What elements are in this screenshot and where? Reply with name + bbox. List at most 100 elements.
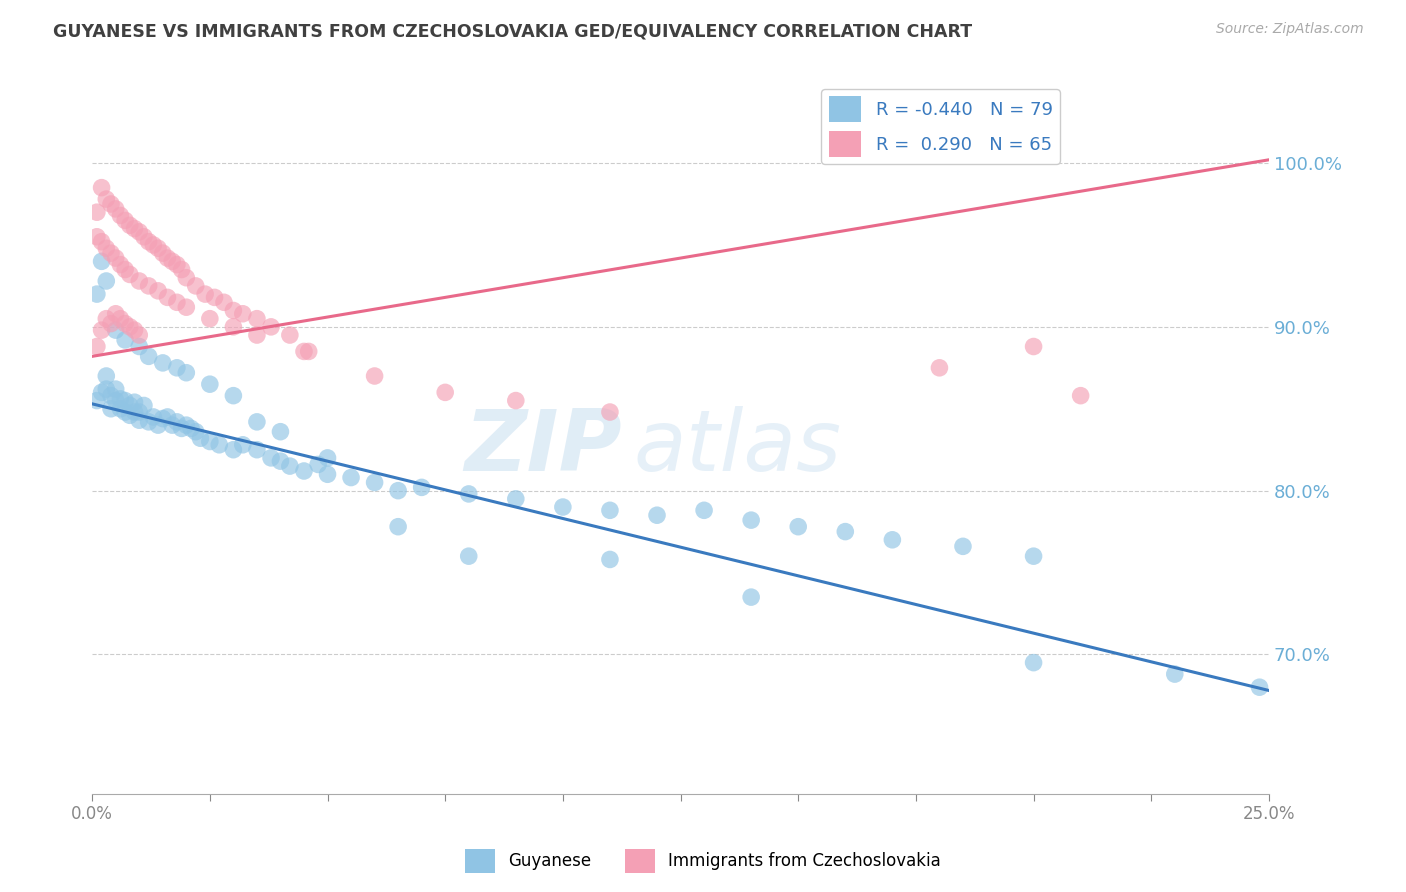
Point [278,459,301,474]
Point [96,382,118,396]
Point [434,385,457,400]
Point [269,425,291,439]
Point [787,519,810,533]
Point [505,491,527,506]
Point [100,389,122,403]
Point [387,483,409,498]
Point [110,258,132,272]
Point [599,405,621,419]
Point [86,205,108,219]
Point [551,500,574,514]
Point [124,221,146,235]
Point [740,513,762,527]
Legend: R = -0.440   N = 79, R =  0.290   N = 65: R = -0.440 N = 79, R = 0.290 N = 65 [821,89,1060,164]
Point [152,411,174,425]
Point [176,270,198,285]
Point [316,450,339,465]
Point [90,235,112,249]
Point [246,311,269,326]
Point [1022,339,1045,353]
Point [160,254,183,268]
Point [100,401,122,416]
Point [278,328,301,343]
Point [132,399,155,413]
Point [118,319,141,334]
Point [118,268,141,282]
Point [96,274,118,288]
Point [90,323,112,337]
Point [1164,667,1187,681]
Point [1022,549,1045,564]
Point [128,328,150,343]
Point [166,360,188,375]
Point [190,431,212,445]
Point [340,470,363,484]
Point [166,415,188,429]
Point [110,392,132,406]
Point [90,254,112,268]
Point [212,295,235,310]
Text: ZIP: ZIP [464,406,621,489]
Point [146,418,169,433]
Point [411,480,433,494]
Text: atlas: atlas [634,406,841,489]
Point [146,284,169,298]
Point [138,235,160,249]
Point [198,377,221,392]
Point [114,213,136,227]
Point [363,369,385,384]
Point [740,590,762,604]
Point [204,290,226,304]
Point [114,262,136,277]
Point [152,246,174,260]
Point [387,519,409,533]
Point [166,295,188,310]
Point [110,311,132,326]
Point [90,180,112,194]
Point [952,539,974,553]
Point [152,356,174,370]
Point [100,197,122,211]
Point [307,458,329,472]
Point [645,508,668,523]
Point [194,287,217,301]
Point [170,421,193,435]
Point [114,393,136,408]
Point [232,438,254,452]
Point [928,360,950,375]
Point [96,192,118,206]
Point [142,238,165,252]
Point [1249,680,1271,694]
Point [222,389,245,403]
Point [882,533,904,547]
Point [104,323,127,337]
Point [180,421,202,435]
Point [138,279,160,293]
Point [110,401,132,416]
Text: Source: ZipAtlas.com: Source: ZipAtlas.com [1216,22,1364,37]
Point [146,241,169,255]
Point [128,339,150,353]
Point [86,393,108,408]
Point [298,344,321,359]
Point [104,382,127,396]
Point [457,549,479,564]
Point [124,405,146,419]
Point [114,317,136,331]
Text: GUYANESE VS IMMIGRANTS FROM CZECHOSLOVAKIA GED/EQUIVALENCY CORRELATION CHART: GUYANESE VS IMMIGRANTS FROM CZECHOSLOVAK… [53,22,973,40]
Point [104,307,127,321]
Point [142,409,165,424]
Point [222,319,245,334]
Point [208,438,231,452]
Point [260,450,283,465]
Point [246,442,269,457]
Point [96,369,118,384]
Point [184,279,207,293]
Point [156,409,179,424]
Point [156,290,179,304]
Point [269,454,291,468]
Point [114,405,136,419]
Point [166,258,188,272]
Point [232,307,254,321]
Point [693,503,716,517]
